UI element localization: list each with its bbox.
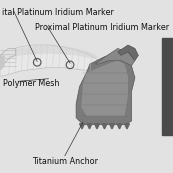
Polygon shape xyxy=(110,124,114,129)
Polygon shape xyxy=(118,45,138,61)
Text: Titanium Anchor: Titanium Anchor xyxy=(32,157,98,166)
Polygon shape xyxy=(0,45,99,61)
Polygon shape xyxy=(125,124,129,129)
Polygon shape xyxy=(76,52,135,125)
Polygon shape xyxy=(80,124,84,129)
Text: Proximal Platinum Iridium Marker: Proximal Platinum Iridium Marker xyxy=(35,23,169,32)
Polygon shape xyxy=(102,124,107,129)
Polygon shape xyxy=(95,124,99,129)
Text: ital Platinum Iridium Marker: ital Platinum Iridium Marker xyxy=(2,8,114,17)
Polygon shape xyxy=(0,45,99,76)
Bar xyxy=(162,38,173,135)
Polygon shape xyxy=(81,61,128,116)
Polygon shape xyxy=(0,48,16,69)
Polygon shape xyxy=(117,124,122,129)
Polygon shape xyxy=(87,124,92,129)
Text: Polymer Mesh: Polymer Mesh xyxy=(3,79,60,88)
Polygon shape xyxy=(95,48,135,66)
